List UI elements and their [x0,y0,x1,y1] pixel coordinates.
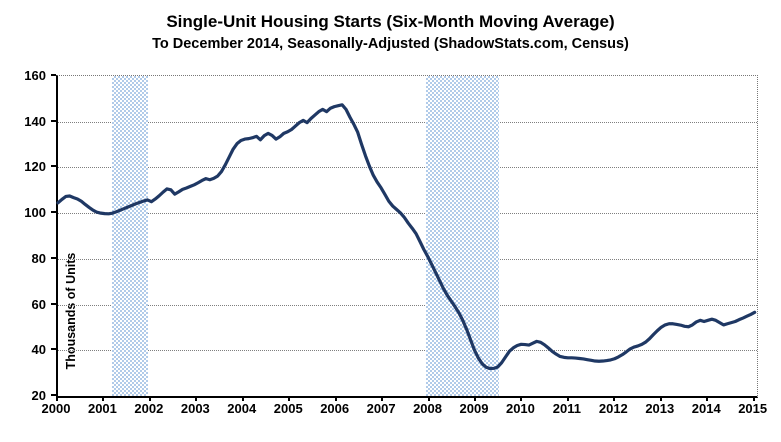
x-tick-label-2002: 2002 [134,401,164,416]
data-line-svg [56,103,757,371]
y-tick-mark [51,119,56,122]
x-tick-mark [148,397,151,401]
x-tick-mark [427,397,430,401]
x-tick-label-2009: 2009 [459,401,489,416]
y-tick-mark [51,74,56,76]
x-tick-mark [752,397,755,401]
y-tick-label-160: 160 [24,68,46,83]
x-tick-mark [288,397,291,401]
y-tick-label-60: 60 [31,296,46,312]
x-tick-mark [334,397,337,401]
x-tick-mark [659,397,662,401]
x-tick-label-2000: 2000 [41,401,71,416]
x-tick-mark [566,397,569,401]
y-tick-mark [51,211,56,214]
y-tick-label-100: 100 [24,205,46,221]
y-tick-mark [51,348,56,351]
x-tick-label-2015: 2015 [738,401,768,416]
y-tick-mark [51,256,56,259]
x-tick-label-2007: 2007 [366,401,396,416]
x-tick-label-2008: 2008 [413,401,442,416]
chart-subtitle: To December 2014, Seasonally-Adjusted (S… [152,36,629,52]
x-tick-label-2010: 2010 [505,401,535,416]
gridline-140 [58,121,757,123]
x-tick-label-2003: 2003 [180,401,210,416]
x-tick-label-2014: 2014 [691,401,721,416]
chart-title: Single-Unit Housing Starts (Six-Month Mo… [166,12,615,31]
x-tick-mark [381,397,384,401]
x-tick-mark [474,397,476,401]
y-tick-label-20: 20 [31,388,46,403]
y-tick-label-40: 40 [31,342,46,358]
plot-area: Thousands of Units [56,75,758,398]
x-tick-label-2013: 2013 [645,401,675,416]
y-tick-label-140: 140 [24,113,46,129]
y-tick-mark [51,302,56,305]
y-tick-label-120: 120 [24,159,46,175]
gridline-120 [58,167,757,169]
housing-starts-line [56,103,757,371]
y-tick-mark [51,394,56,396]
gridline-60 [58,304,757,306]
x-tick-label-2005: 2005 [273,401,303,416]
x-tick-mark [706,397,709,401]
x-tick-label-2006: 2006 [320,401,350,416]
gridline-40 [58,350,757,352]
gridline-100 [58,213,757,215]
recession-2008-09-band [425,76,500,396]
x-tick-mark [56,397,58,401]
x-tick-mark [613,397,616,401]
y-tick-mark [51,165,56,168]
y-tick-label-80: 80 [31,250,46,266]
x-tick-label-2001: 2001 [87,401,117,416]
x-tick-label-2012: 2012 [598,401,628,416]
recession-2001-band [112,76,148,396]
x-tick-mark [520,397,523,401]
x-tick-mark [241,397,244,401]
x-tick-mark [102,397,105,401]
gridline-80 [58,258,757,260]
x-tick-mark [195,397,198,401]
x-tick-label-2004: 2004 [227,401,257,416]
x-tick-label-2011: 2011 [552,401,581,416]
